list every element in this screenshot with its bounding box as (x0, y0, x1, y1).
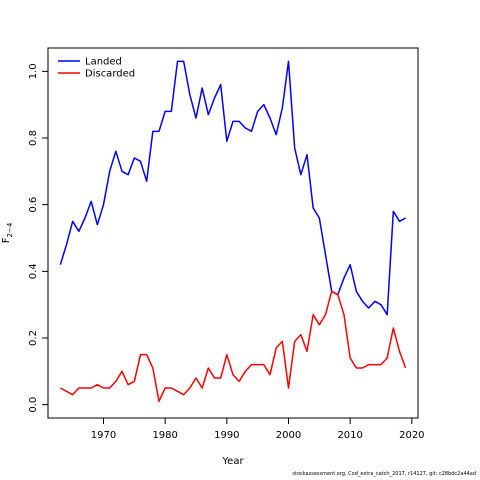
x-axis-label: Year (221, 456, 244, 467)
y-tick-label: 0.6 (28, 197, 39, 213)
series-line-discarded (59, 290, 407, 403)
legend-label-discarded: Discarded (85, 69, 135, 80)
y-axis: 0.0 0.2 0.4 0.6 0.8 1.0 (28, 63, 48, 413)
y-tick-label: 0.0 (28, 397, 39, 413)
y-tick-label: 0.4 (28, 263, 39, 279)
x-tick-label: 2010 (337, 430, 362, 441)
legend-label-landed: Landed (85, 57, 122, 68)
y-tick-label: 0.2 (28, 330, 39, 346)
x-tick-label: 1970 (91, 430, 116, 441)
x-tick-label: 1990 (214, 430, 239, 441)
plot-frame (47, 47, 419, 419)
y-axis-label: F2−4 (1, 222, 14, 243)
y-tick-label: 0.8 (28, 130, 39, 146)
x-axis: 1970 1980 1990 2000 2010 2020 (91, 418, 425, 441)
y-axis-label-subscript: 2−4 (6, 222, 14, 237)
x-tick-label: 2000 (276, 430, 301, 441)
series-line-landed (59, 60, 407, 316)
x-tick-label: 2020 (399, 430, 424, 441)
footnote: stockassessment.org, Cod_extra_catch_201… (292, 471, 476, 477)
series-layer (59, 60, 407, 403)
y-tick-label: 1.0 (28, 63, 39, 79)
x-tick-label: 1980 (152, 430, 177, 441)
y-axis-label-main: F (1, 237, 12, 243)
